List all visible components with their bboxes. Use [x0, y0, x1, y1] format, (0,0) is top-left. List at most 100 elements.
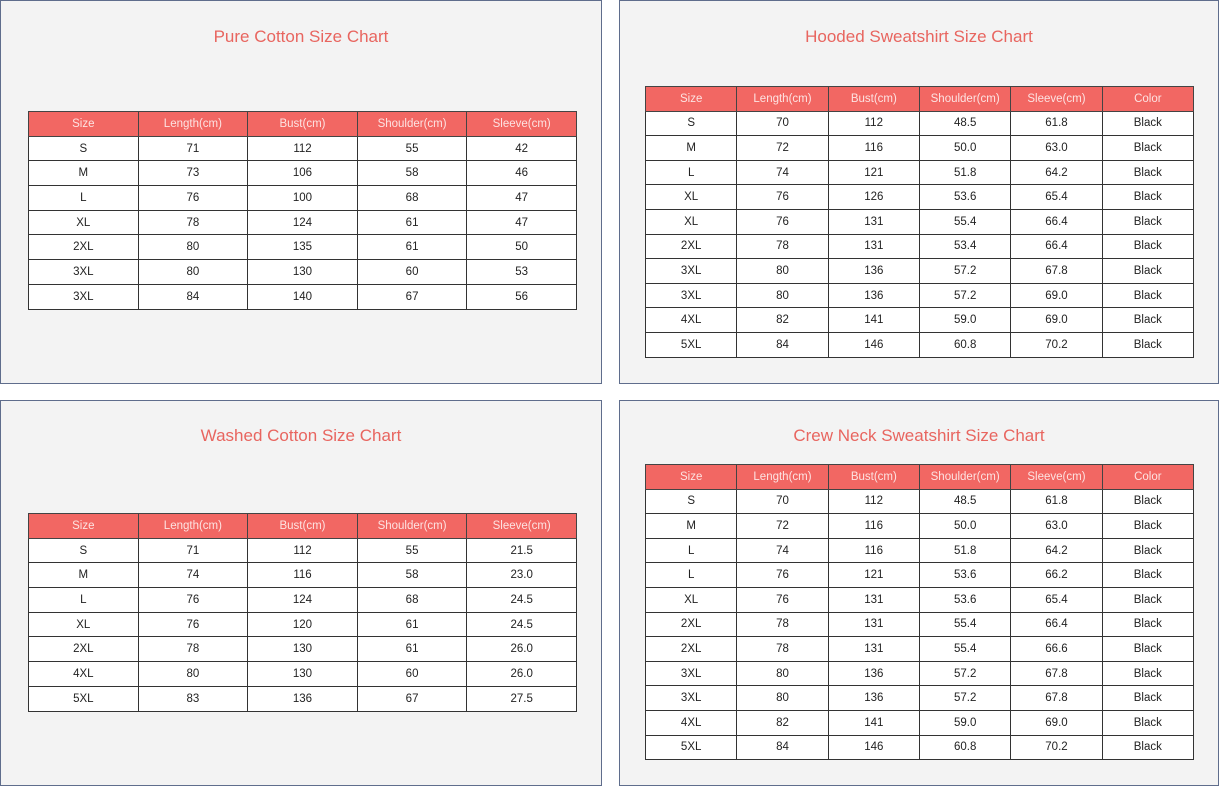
table-cell: 3XL	[644, 282, 738, 309]
column-header: Length(cm)	[736, 464, 829, 490]
table-cell: 121	[827, 159, 920, 186]
table-cell: 63.0	[1010, 513, 1103, 539]
table-cell: 67	[356, 685, 468, 712]
table-cell: 68	[356, 587, 468, 613]
table-cell: 80	[137, 661, 249, 687]
size-table: Size Length(cm) Bust(cm) Shoulder(cm) Sleeve…	[28, 111, 577, 310]
table-cell: 68	[356, 185, 468, 211]
size-table: Size Length(cm) Bust(cm) Shoulder(cm) Sleeve…	[28, 513, 577, 712]
table-cell: 23.0	[466, 562, 577, 589]
table-cell: 55.4	[918, 636, 1012, 662]
table-cell: Black	[1101, 586, 1195, 613]
table-cell: 124	[247, 587, 358, 613]
table-cell: 66.4	[1010, 208, 1103, 235]
table-row: S 71 112 55 42	[28, 135, 577, 162]
washed-cotton-panel: Washed Cotton Size Chart Size Length(cm) B…	[0, 400, 602, 786]
table-cell: 100	[247, 185, 358, 211]
table-cell: 146	[827, 734, 920, 761]
table-cell: XL	[28, 209, 139, 236]
table-row: XL 76 120 61 24.5	[28, 611, 577, 638]
table-cell: 61	[356, 636, 468, 663]
table-cell: 74	[736, 159, 829, 186]
table-cell: 130	[247, 661, 358, 687]
table-cell: M	[28, 160, 139, 187]
table-cell: 78	[736, 233, 829, 260]
table-cell: 50.0	[918, 513, 1012, 539]
table-row: 5XL 84 146 60.8 70.2 Black	[644, 734, 1195, 761]
table-cell: 146	[827, 331, 920, 358]
table-cell: 116	[827, 135, 920, 161]
table-cell: 61	[356, 209, 468, 236]
table-cell: 66.2	[1010, 562, 1103, 588]
table-cell: 61	[356, 611, 468, 638]
table-cell: 55.4	[918, 208, 1012, 235]
table-cell: Black	[1101, 636, 1195, 662]
table-cell: 66.6	[1010, 636, 1103, 662]
table-cell: 4XL	[644, 307, 738, 333]
table-cell: 67	[356, 283, 468, 310]
table-cell: 78	[736, 611, 829, 638]
table-cell: 4XL	[644, 709, 738, 736]
hooded-sweatshirt-panel: Hooded Sweatshirt Size Chart Size Length(…	[619, 0, 1219, 384]
table-row: 5XL 83 136 67 27.5	[28, 685, 577, 712]
header-row: Size Length(cm) Bust(cm) Shoulder(cm) Sleeve…	[28, 111, 577, 137]
table-cell: 27.5	[466, 685, 577, 712]
table-cell: 48.5	[918, 110, 1012, 137]
table-cell: 48.5	[918, 488, 1012, 515]
table-cell: 80	[736, 282, 829, 309]
table-cell: Black	[1101, 110, 1195, 137]
table-row: 2XL 78 130 61 26.0	[28, 636, 577, 663]
table-cell: 69.0	[1010, 709, 1103, 736]
table-cell: 53.6	[918, 586, 1012, 613]
table-cell: 26.0	[466, 661, 577, 687]
column-header: Shoulder(cm)	[356, 111, 468, 137]
table-cell: 56	[466, 283, 577, 310]
table-cell: 24.5	[466, 587, 577, 613]
table-cell: 76	[736, 562, 829, 588]
table-cell: 65.4	[1010, 184, 1103, 210]
table-cell: 76	[137, 587, 249, 613]
table-cell: 21.5	[466, 537, 577, 564]
column-header: Bust(cm)	[827, 86, 920, 112]
column-header: Length(cm)	[137, 513, 249, 539]
table-cell: 67.8	[1010, 258, 1103, 284]
table-cell: XL	[644, 586, 738, 613]
table-cell: 70.2	[1010, 331, 1103, 358]
table-cell: 140	[247, 283, 358, 310]
table-cell: 136	[247, 685, 358, 712]
table-cell: L	[644, 537, 738, 564]
table-cell: 53.6	[918, 184, 1012, 210]
table-cell: 57.2	[918, 685, 1012, 711]
column-header: Shoulder(cm)	[918, 86, 1012, 112]
table-cell: 2XL	[28, 636, 139, 663]
table-cell: 55.4	[918, 611, 1012, 638]
table-cell: 3XL	[28, 283, 139, 310]
table-cell: 84	[736, 734, 829, 761]
table-cell: 47	[466, 209, 577, 236]
header-row: Size Length(cm) Bust(cm) Shoulder(cm) Sleeve…	[28, 513, 577, 539]
pure-cotton-panel: Pure Cotton Size Chart Size Length(cm) Bus…	[0, 0, 602, 384]
table-cell: 136	[827, 258, 920, 284]
table-cell: 55	[356, 135, 468, 162]
table-cell: Black	[1101, 135, 1195, 161]
table-row: L 76 121 53.6 66.2 Black	[644, 562, 1195, 588]
table-cell: 66.4	[1010, 611, 1103, 638]
table-cell: 66.4	[1010, 233, 1103, 260]
table-cell: 60.8	[918, 331, 1012, 358]
table-row: L 74 116 51.8 64.2 Black	[644, 537, 1195, 564]
table-cell: 5XL	[644, 331, 738, 358]
table-cell: 112	[247, 537, 358, 564]
table-cell: M	[644, 513, 738, 539]
table-cell: 42	[466, 135, 577, 162]
table-cell: 67.8	[1010, 685, 1103, 711]
table-cell: 141	[827, 307, 920, 333]
table-cell: 3XL	[644, 660, 738, 687]
table-cell: 3XL	[644, 685, 738, 711]
table-cell: Black	[1101, 233, 1195, 260]
column-header: Sleeve(cm)	[1010, 86, 1103, 112]
table-row: XL 76 131 55.4 66.4 Black	[644, 208, 1195, 235]
table-cell: Black	[1101, 734, 1195, 761]
table-cell: 59.0	[918, 307, 1012, 333]
table-cell: 112	[827, 110, 920, 137]
table-row: L 74 121 51.8 64.2 Black	[644, 159, 1195, 186]
